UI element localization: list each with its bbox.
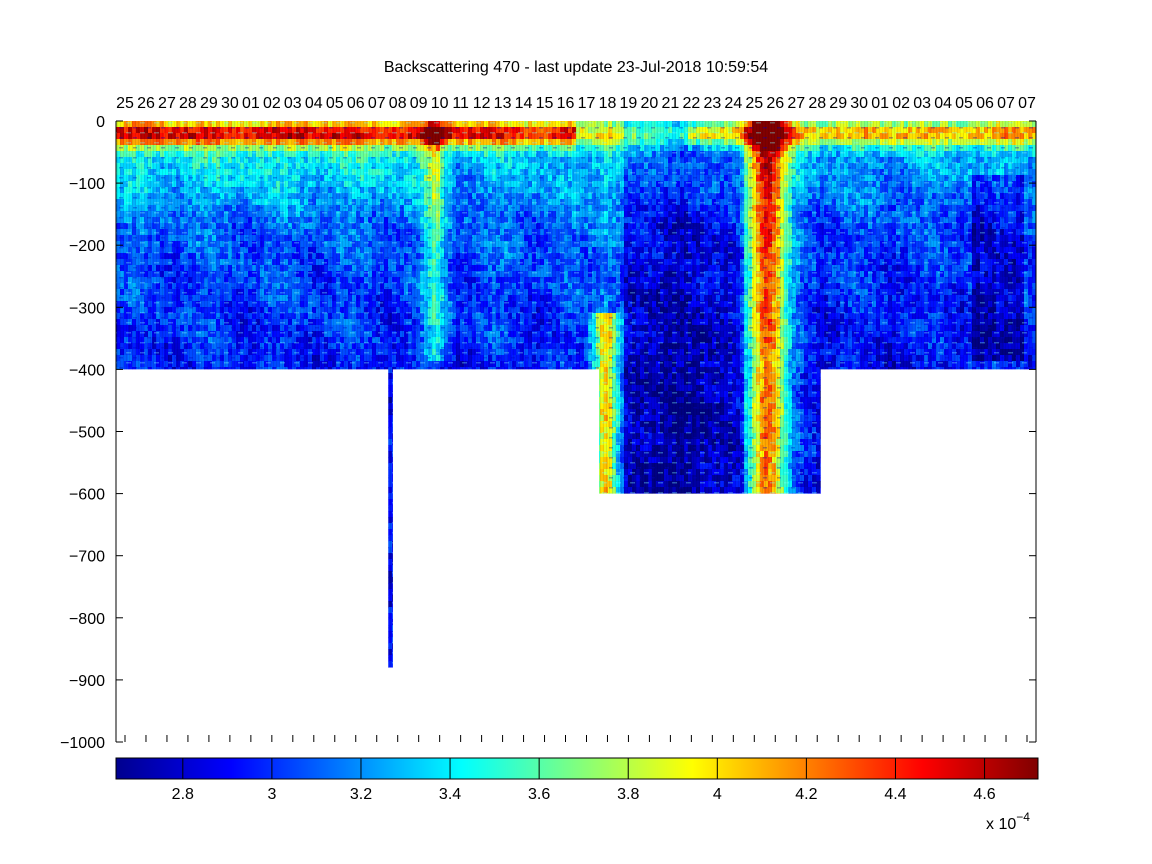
x-tick-label: 05 [326, 95, 344, 112]
x-tick-label: 23 [703, 95, 721, 112]
colorbar-tick-label: 4.2 [795, 786, 817, 803]
y-tick-label: −800 [69, 611, 105, 628]
colorbar-tick-label: 3.2 [350, 786, 372, 803]
x-tick-label: 01 [871, 95, 889, 112]
colorbar: 2.8 3 3.2 3.4 3.6 3.8 4 4.2 4.4 4.6 x 10−4 [115, 757, 1039, 833]
colorbar-multiplier-label: x 10 [986, 816, 1016, 833]
colorbar-multiplier: x 10−4 [986, 810, 1030, 833]
x-tick-label: 27 [787, 95, 805, 112]
x-tick-label: 29 [200, 95, 218, 112]
x-tick-label: 10 [431, 95, 449, 112]
heatmap [116, 121, 1036, 668]
colorbar-tick-label: 2.8 [172, 786, 194, 803]
y-tick-label: 0 [96, 114, 105, 131]
colorbar-tick-label: 4 [713, 786, 722, 803]
chart-title: Backscattering 470 - last update 23-Jul-… [384, 59, 768, 76]
x-tick-label: 28 [179, 95, 197, 112]
colorbar-tick-label: 3.6 [528, 786, 550, 803]
x-tick-label: 01 [242, 95, 260, 112]
x-tick-label: 13 [494, 95, 512, 112]
x-tick-label: 03 [284, 95, 302, 112]
x-tick-label: 06 [976, 95, 994, 112]
x-tick-label: 20 [641, 95, 659, 112]
x-tick-label: 28 [808, 95, 826, 112]
heatmap-stripes [116, 121, 1036, 668]
y-tick-label: −500 [69, 425, 105, 442]
y-tick-label: −1000 [60, 735, 105, 752]
x-tick-label: 11 [452, 95, 469, 112]
x-tick-label: 05 [955, 95, 973, 112]
x-tick-label: 21 [661, 95, 679, 112]
x-tick-label: 14 [515, 95, 533, 112]
colorbar-tick-label: 3.4 [439, 786, 461, 803]
x-tick-label: 07 [1018, 95, 1036, 112]
x-tick-label: 17 [578, 95, 596, 112]
colorbar-tick-label: 3.8 [617, 786, 639, 803]
x-tick-label: 12 [473, 95, 491, 112]
y-tick-label: −200 [69, 238, 105, 255]
x-tick-label: 06 [347, 95, 365, 112]
y-tick-label: −900 [69, 673, 105, 690]
x-tick-label: 30 [850, 95, 868, 112]
y-tick-label: −700 [69, 549, 105, 566]
y-tick-label: −300 [69, 300, 105, 317]
colorbar-multiplier-exponent: −4 [1016, 810, 1030, 824]
x-tick-label: 16 [557, 95, 575, 112]
x-tick-label: 26 [766, 95, 784, 112]
x-tick-label: 07 [997, 95, 1015, 112]
y-tick-label: −100 [69, 176, 105, 193]
colorbar-ticks: 2.8 3 3.2 3.4 3.6 3.8 4 4.2 4.4 4.6 [172, 758, 996, 803]
x-tick-label: 02 [892, 95, 910, 112]
x-tick-label: 15 [536, 95, 554, 112]
x-tick-label: 22 [682, 95, 700, 112]
x-tick-label: 09 [410, 95, 428, 112]
x-tick-label: 03 [913, 95, 931, 112]
colorbar-tick-label: 3 [267, 786, 276, 803]
y-axis-ticks: 0 −100 −200 −300 −400 −500 −600 −700 −800 −900 −10… [60, 114, 1036, 752]
x-tick-label: 27 [158, 95, 176, 112]
x-tick-label: 07 [368, 95, 386, 112]
x-tick-label: 19 [620, 95, 638, 112]
x-tick-label: 26 [137, 95, 155, 112]
x-tick-label: 08 [389, 95, 407, 112]
x-tick-label: 25 [116, 95, 134, 112]
x-tick-label: 04 [934, 95, 952, 112]
x-tick-label: 02 [263, 95, 281, 112]
x-tick-label: 04 [305, 95, 323, 112]
x-axis-ticks: 25 26 27 28 29 30 01 02 03 04 05 06 07 08 09 10 11 12 13 14… [116, 95, 1036, 742]
heatmap-cells [116, 121, 1036, 668]
x-tick-label: 25 [745, 95, 763, 112]
x-tick-label: 24 [724, 95, 742, 112]
x-tick-label: 18 [599, 95, 617, 112]
y-tick-label: −400 [69, 362, 105, 379]
colorbar-gradient [115, 757, 1039, 780]
colorbar-tick-label: 4.4 [884, 786, 906, 803]
x-tick-label: 29 [829, 95, 847, 112]
colorbar-tick-label: 4.6 [973, 786, 995, 803]
x-tick-label: 30 [221, 95, 239, 112]
y-tick-label: −600 [69, 487, 105, 504]
